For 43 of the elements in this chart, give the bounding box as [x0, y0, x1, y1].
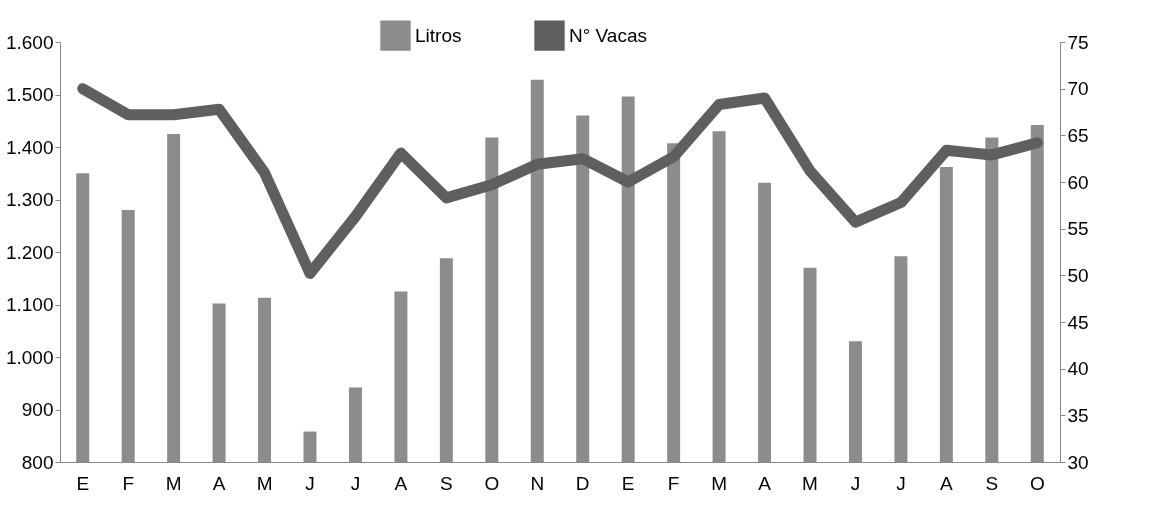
y-tick-label: 1.100 [5, 294, 54, 315]
legend-label: N° Vacas [569, 24, 647, 46]
y2-tick-label: 60 [1067, 171, 1089, 193]
y2-tick-label: 55 [1067, 218, 1089, 240]
x-tick-label: O [484, 472, 500, 494]
x-tick-label: N [530, 472, 545, 494]
y2-tick-label: 70 [1067, 78, 1089, 100]
y-tick-label: 1.600 [5, 31, 54, 53]
x-tick-label: A [940, 472, 954, 494]
y2-tick-label: 65 [1067, 124, 1089, 146]
x-tick-label: F [667, 472, 680, 494]
x-tick-label: D [575, 472, 590, 494]
x-tick-label: J [305, 472, 315, 494]
x-tick-label: A [758, 472, 772, 494]
x-tick-label: J [350, 472, 361, 494]
y2-tick-label: 75 [1067, 31, 1089, 53]
y-tick-label: 1.400 [5, 136, 54, 158]
x-tick-label: O [1029, 472, 1045, 494]
x-tick-label: J [896, 472, 906, 494]
x-tick-label: M [802, 472, 818, 494]
x-tick-label: E [76, 472, 90, 494]
x-tick-label: F [122, 472, 134, 494]
y2-tick-label: 40 [1067, 358, 1089, 380]
x-tick-label: M [165, 472, 182, 494]
x-tick-label: A [394, 472, 408, 494]
y-tick-label: 1.300 [5, 189, 54, 210]
y2-tick-label: 50 [1067, 264, 1089, 286]
x-tick-label: S [440, 472, 453, 494]
y-tick-label: 1.500 [5, 84, 54, 105]
x-tick-label: M [711, 472, 727, 494]
x-tick-label: S [985, 472, 999, 494]
legend-label: Litros [415, 24, 462, 46]
x-tick-label: E [621, 472, 635, 494]
x-tick-label: J [850, 472, 861, 494]
y-tick-label: 800 [21, 451, 54, 473]
y-tick-label: 900 [21, 399, 54, 420]
y-tick-label: 1.200 [5, 241, 54, 263]
y-tick-label: 1.000 [5, 346, 54, 368]
x-tick-label: M [256, 472, 273, 494]
y2-tick-label: 35 [1067, 404, 1089, 426]
y2-tick-label: 30 [1067, 451, 1089, 473]
x-tick-label: A [212, 472, 226, 494]
y2-tick-label: 45 [1067, 311, 1089, 333]
